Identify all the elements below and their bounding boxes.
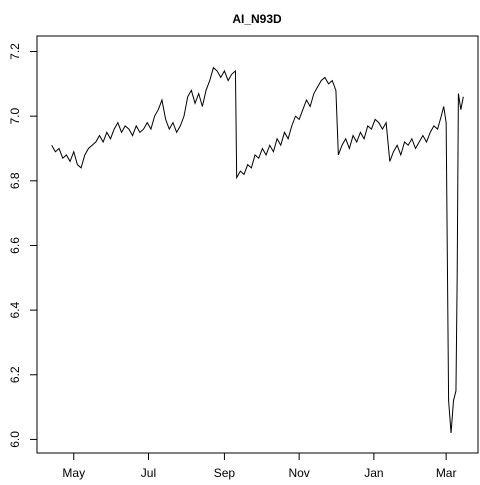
x-tick-label: Jan [364,466,383,480]
y-tick-label: 6.6 [8,237,22,254]
x-tick-label: Mar [436,466,457,480]
x-tick-label: May [62,466,85,480]
y-tick-label: 6.0 [8,431,22,448]
x-tick-label: Jul [141,466,156,480]
y-tick-label: 6.8 [8,172,22,189]
x-tick-label: Nov [288,466,309,480]
plot-box [36,35,479,454]
x-tick-label: Sep [214,466,236,480]
data-line [51,66,464,433]
y-tick-label: 7.2 [8,43,22,60]
y-tick-label: 6.2 [8,366,22,383]
chart-title: AI_N93D [232,12,282,26]
y-tick-label: 7.0 [8,108,22,125]
y-tick-label: 6.4 [8,301,22,318]
